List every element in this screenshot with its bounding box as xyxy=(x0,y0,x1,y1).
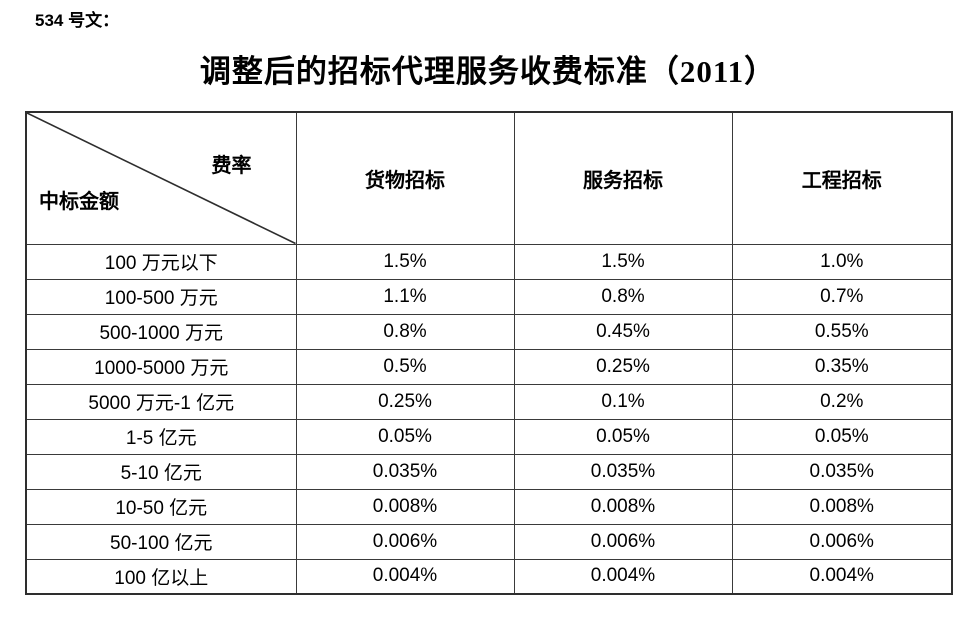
row-label: 10-50 亿元 xyxy=(25,488,297,525)
row-label: 100-500 万元 xyxy=(25,278,297,315)
fee-cell: 0.008% xyxy=(295,488,515,525)
column-header-goods: 货物招标 xyxy=(295,111,515,245)
corner-header-cell: 费率 中标金额 xyxy=(25,111,297,245)
fee-cell: 0.004% xyxy=(731,558,953,595)
fee-cell: 0.2% xyxy=(731,383,953,420)
table-row: 10-50 亿元 0.008% 0.008% 0.008% xyxy=(25,488,953,525)
fee-cell: 0.004% xyxy=(295,558,515,595)
fee-cell: 0.05% xyxy=(295,418,515,455)
fee-cell: 0.25% xyxy=(513,348,733,385)
table-row: 500-1000 万元 0.8% 0.45% 0.55% xyxy=(25,313,953,350)
table-row: 1000-5000 万元 0.5% 0.25% 0.35% xyxy=(25,348,953,385)
header-row: 费率 中标金额 货物招标 服务招标 工程招标 xyxy=(25,111,953,245)
corner-rate-label: 费率 xyxy=(211,155,252,177)
fee-cell: 1.1% xyxy=(295,278,515,315)
fee-cell: 0.8% xyxy=(295,313,515,350)
table-row: 100-500 万元 1.1% 0.8% 0.7% xyxy=(25,278,953,315)
table-row: 5-10 亿元 0.035% 0.035% 0.035% xyxy=(25,453,953,490)
diagonal-divider-line xyxy=(27,113,296,244)
fee-cell: 0.035% xyxy=(295,453,515,490)
fee-rate-table: 费率 中标金额 货物招标 服务招标 工程招标 100 万元以下 1.5% 1.5… xyxy=(25,111,953,595)
table-row: 5000 万元-1 亿元 0.25% 0.1% 0.2% xyxy=(25,383,953,420)
row-label: 100 万元以下 xyxy=(25,243,297,280)
page-title: 调整后的招标代理服务收费标准（2011） xyxy=(199,54,777,89)
table-row: 100 亿以上 0.004% 0.004% 0.004% xyxy=(25,558,953,595)
fee-cell: 0.05% xyxy=(513,418,733,455)
fee-cell: 0.7% xyxy=(731,278,953,315)
table-row: 1-5 亿元 0.05% 0.05% 0.05% xyxy=(25,418,953,455)
fee-cell: 1.5% xyxy=(295,243,515,280)
table-row: 50-100 亿元 0.006% 0.006% 0.006% xyxy=(25,523,953,560)
fee-cell: 1.0% xyxy=(731,243,953,280)
fee-cell: 0.035% xyxy=(513,453,733,490)
fee-cell: 0.8% xyxy=(513,278,733,315)
row-label: 50-100 亿元 xyxy=(25,523,297,560)
row-label: 500-1000 万元 xyxy=(25,313,297,350)
doc-number-label: 534 号文： xyxy=(35,11,120,30)
row-label: 100 亿以上 xyxy=(25,558,297,595)
table-body: 100 万元以下 1.5% 1.5% 1.0% 100-500 万元 1.1% … xyxy=(25,243,953,595)
table-row: 100 万元以下 1.5% 1.5% 1.0% xyxy=(25,243,953,280)
column-header-engineering: 工程招标 xyxy=(731,111,953,245)
fee-cell: 0.35% xyxy=(731,348,953,385)
column-header-services: 服务招标 xyxy=(513,111,733,245)
row-label: 1000-5000 万元 xyxy=(25,348,297,385)
fee-cell: 0.25% xyxy=(295,383,515,420)
fee-cell: 1.5% xyxy=(513,243,733,280)
fee-cell: 0.05% xyxy=(731,418,953,455)
fee-cell: 0.004% xyxy=(513,558,733,595)
row-label: 1-5 亿元 xyxy=(25,418,297,455)
row-label: 5-10 亿元 xyxy=(25,453,297,490)
fee-cell: 0.006% xyxy=(513,523,733,560)
fee-cell: 0.55% xyxy=(731,313,953,350)
row-label: 5000 万元-1 亿元 xyxy=(25,383,297,420)
corner-amount-label: 中标金额 xyxy=(39,190,119,213)
fee-cell: 0.45% xyxy=(513,313,733,350)
fee-cell: 0.006% xyxy=(731,523,953,560)
fee-cell: 0.008% xyxy=(731,488,953,525)
fee-cell: 0.5% xyxy=(295,348,515,385)
fee-cell: 0.035% xyxy=(731,453,953,490)
fee-cell: 0.1% xyxy=(513,383,733,420)
fee-cell: 0.006% xyxy=(295,523,515,560)
fee-cell: 0.008% xyxy=(513,488,733,525)
